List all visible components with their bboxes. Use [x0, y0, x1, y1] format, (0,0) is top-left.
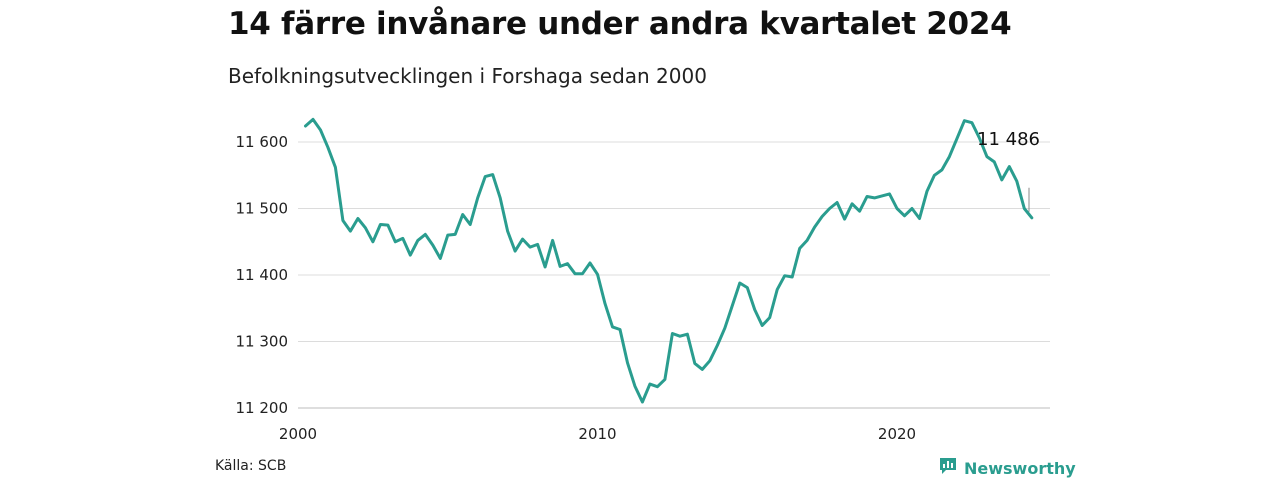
brand[interactable]: Newsworthy: [938, 456, 1076, 480]
x-tick-label: 2020: [878, 425, 916, 443]
x-tick-label: 2000: [279, 425, 317, 443]
x-tick-label: 2010: [578, 425, 616, 443]
y-tick-label: 11 500: [236, 200, 289, 218]
y-tick-label: 11 300: [236, 333, 289, 351]
y-tick-label: 11 600: [236, 133, 289, 151]
source-note: Källa: SCB: [215, 458, 287, 474]
y-tick-label: 11 400: [236, 266, 289, 284]
series-line: [304, 117, 1034, 404]
brand-name: Newsworthy: [964, 458, 1076, 478]
newsworthy-logo-icon: [938, 456, 958, 480]
chart-title: 14 färre invånare under andra kvartalet …: [228, 6, 1012, 42]
chart-subtitle: Befolkningsutvecklingen i Forshaga sedan…: [228, 64, 707, 88]
last-value-label: 11 486: [977, 129, 1040, 150]
y-tick-label: 11 200: [236, 399, 289, 417]
